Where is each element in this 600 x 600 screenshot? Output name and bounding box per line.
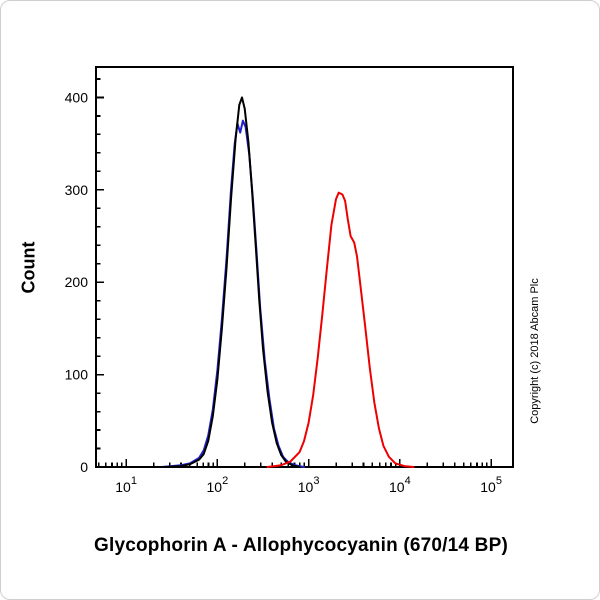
curve-negative-control-black — [161, 96, 301, 468]
curve-glycophorin-a-apc-red — [266, 191, 415, 468]
y-axis-label: Count — [18, 241, 39, 294]
y-tick-label: 300 — [65, 182, 89, 198]
axis-ticks — [96, 78, 492, 468]
y-tick-label: 0 — [80, 459, 88, 475]
copyright-text: Copyright (c) 2018 Abcam Plc — [529, 278, 541, 424]
y-tick-label: 400 — [65, 89, 89, 105]
x-tick-label: 103 — [298, 475, 320, 495]
y-tick-label: 100 — [65, 367, 89, 383]
plot-frame — [95, 66, 514, 468]
x-tick-label: 102 — [207, 475, 229, 495]
x-tick-label: 104 — [389, 475, 411, 495]
x-axis-title: Glycophorin A - Allophycocyanin (670/14 … — [93, 535, 508, 556]
x-tick-label: 105 — [480, 475, 502, 495]
y-tick-label: 200 — [65, 274, 89, 290]
x-tick-label: 101 — [115, 475, 137, 495]
